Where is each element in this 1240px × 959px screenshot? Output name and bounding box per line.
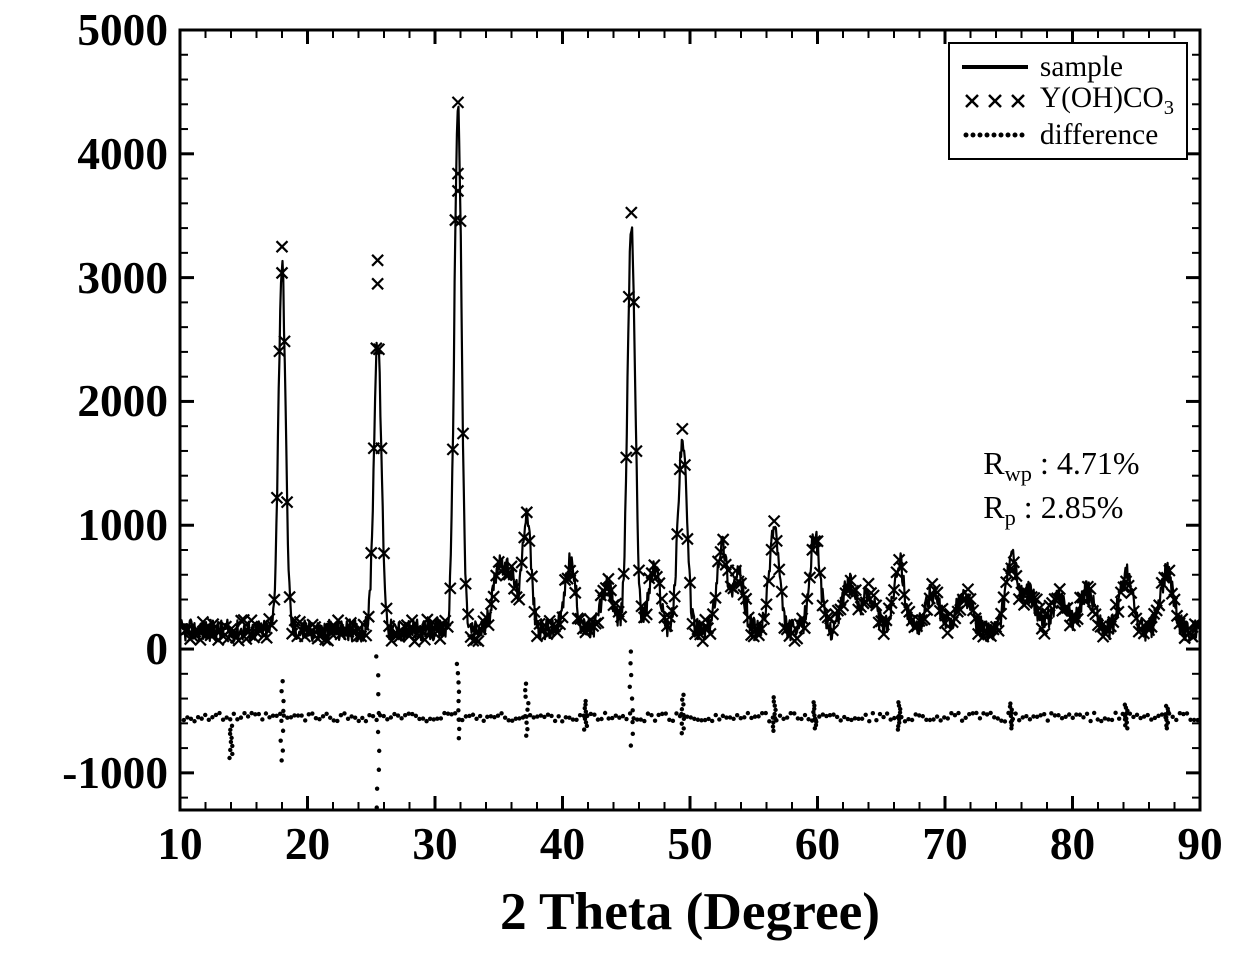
y-tick-label: 1000: [77, 499, 168, 551]
legend-label: sample: [1040, 51, 1123, 84]
legend-swatch-dots: [960, 123, 1030, 147]
x-tick-label: 30: [412, 818, 457, 870]
legend-item: Y(OH)CO3: [960, 84, 1174, 118]
legend: sampleY(OH)CO3difference: [948, 42, 1188, 160]
r-factor-annotation: Rp : 2.85%: [983, 489, 1123, 531]
xrd-figure: Intensity (a.u.) 2 Theta (Degree) sample…: [0, 0, 1240, 959]
legend-swatch-line: [960, 55, 1030, 79]
legend-item: sample: [960, 50, 1174, 84]
x-tick-label: 90: [1177, 818, 1222, 870]
y-tick-label: 2000: [77, 375, 168, 427]
r-factor-annotation: Rwp : 4.71%: [983, 445, 1139, 487]
x-tick-label: 20: [285, 818, 330, 870]
y-tick-label: 5000: [77, 4, 168, 56]
y-tick-label: 4000: [77, 128, 168, 180]
x-tick-label: 10: [157, 818, 202, 870]
y-tick-label: 0: [145, 623, 168, 675]
x-tick-label: 50: [667, 818, 712, 870]
legend-swatch-cross: [960, 89, 1030, 113]
x-axis-label: 2 Theta (Degree): [500, 880, 880, 942]
y-tick-label: 3000: [77, 252, 168, 304]
legend-label: difference: [1040, 119, 1158, 152]
legend-item: difference: [960, 118, 1174, 152]
legend-label: Y(OH)CO3: [1040, 82, 1174, 120]
x-tick-label: 60: [795, 818, 840, 870]
y-tick-label: -1000: [62, 747, 168, 799]
x-tick-label: 80: [1050, 818, 1095, 870]
x-tick-label: 70: [922, 818, 967, 870]
x-tick-label: 40: [540, 818, 585, 870]
